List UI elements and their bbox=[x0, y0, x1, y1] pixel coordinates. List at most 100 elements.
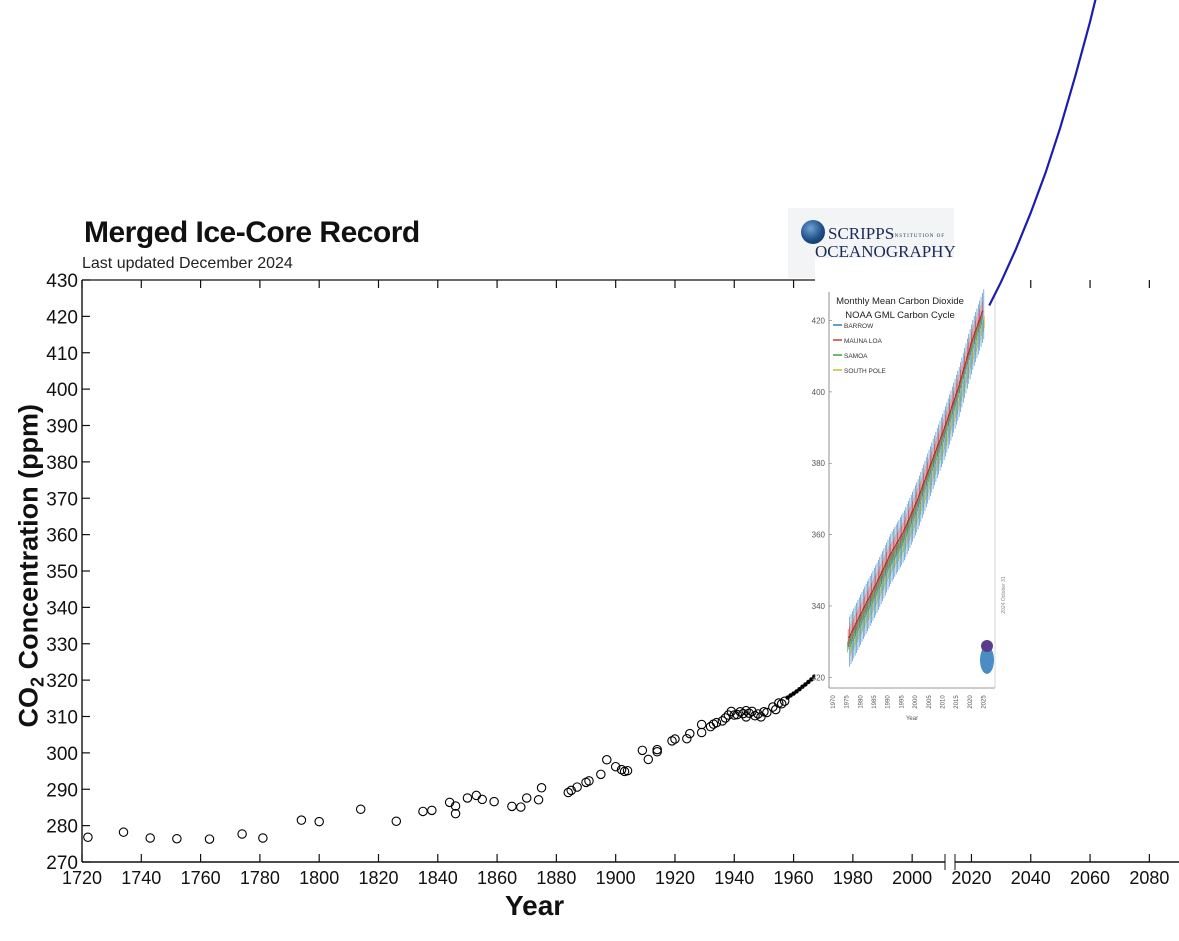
x-tick-label: 1940 bbox=[714, 868, 754, 888]
inset-title-line1: Monthly Mean Carbon Dioxide bbox=[836, 296, 964, 307]
inset-x-tick-label: 2005 bbox=[927, 695, 933, 709]
inset-y-tick-label: 360 bbox=[812, 531, 826, 540]
ice-core-point bbox=[717, 716, 728, 726]
ice-core-point bbox=[696, 719, 707, 730]
inset-x-label: Year bbox=[906, 716, 918, 722]
x-tick-label: 1780 bbox=[240, 868, 280, 888]
ice-core-point bbox=[652, 744, 662, 755]
ice-core-point bbox=[471, 790, 482, 801]
inset-y-tick-label: 380 bbox=[812, 459, 826, 468]
ice-core-point bbox=[536, 783, 547, 793]
inset-legend-label: MAUNA LOA bbox=[844, 338, 883, 345]
ice-core-point bbox=[670, 734, 680, 744]
inset-title-line2: NOAA GML Carbon Cycle bbox=[845, 310, 954, 321]
inset-x-tick-label: 1970 bbox=[831, 695, 837, 709]
logo-line1-small: INSTITUTION OF bbox=[892, 234, 946, 239]
y-tick-label: 300 bbox=[46, 744, 78, 765]
inset-x-tick-label: 2025 bbox=[982, 695, 988, 709]
ice-core-point bbox=[204, 834, 215, 844]
ice-core-point bbox=[462, 793, 473, 803]
x-tick-label: 1900 bbox=[596, 868, 636, 888]
ice-core-point bbox=[610, 761, 621, 772]
ice-core-point bbox=[696, 727, 707, 738]
x-tick-label: 2000 bbox=[892, 868, 932, 888]
inset-x-tick-label: 1980 bbox=[858, 695, 864, 709]
ice-core-point bbox=[418, 806, 428, 817]
ice-core-point bbox=[643, 754, 654, 765]
ice-core-point bbox=[682, 733, 692, 744]
inset-legend-label: SAMOA bbox=[844, 353, 868, 360]
ice-core-point bbox=[750, 711, 760, 721]
chart-subtitle: Last updated December 2024 bbox=[82, 255, 293, 272]
x-tick-label: 1920 bbox=[655, 868, 695, 888]
ice-core-point bbox=[477, 794, 488, 805]
ice-core-point bbox=[771, 704, 781, 715]
y-tick-label: 370 bbox=[46, 489, 78, 510]
y-tick-label: 400 bbox=[46, 380, 78, 401]
x-tick-label: 1820 bbox=[358, 868, 398, 888]
ice-core-point bbox=[741, 705, 751, 716]
y-tick-label: 320 bbox=[46, 671, 78, 692]
ice-core-point bbox=[738, 708, 748, 719]
firn-point bbox=[797, 687, 802, 692]
y-tick-label: 340 bbox=[46, 598, 78, 619]
inset-side-date: 2024 October 31 bbox=[1001, 576, 1007, 613]
ice-core-point bbox=[237, 829, 247, 839]
firn-point bbox=[806, 679, 811, 685]
y-tick-label: 290 bbox=[46, 780, 78, 801]
y-tick-label: 420 bbox=[46, 307, 78, 328]
ice-core-point bbox=[720, 713, 731, 723]
x-tick-label: 1860 bbox=[477, 868, 517, 888]
ice-core-point bbox=[391, 816, 402, 827]
firn-point bbox=[803, 682, 808, 687]
inset-y-tick-label: 400 bbox=[812, 388, 826, 397]
x-tick-label: 2080 bbox=[1129, 868, 1169, 888]
y-tick-label: 270 bbox=[46, 853, 78, 874]
x-tick-label: 2060 bbox=[1070, 868, 1110, 888]
inset-x-tick-label: 1985 bbox=[872, 695, 878, 709]
inset-x-tick-label: 2010 bbox=[940, 695, 946, 709]
x-tick-label: 1760 bbox=[181, 868, 221, 888]
logo-line2: OCEANOGRAPHY bbox=[815, 242, 956, 261]
ice-core-point bbox=[729, 710, 740, 720]
ice-core-point bbox=[602, 755, 612, 765]
firn-point bbox=[809, 677, 814, 682]
x-axis-label: Year bbox=[505, 890, 565, 921]
inset-x-tick-label: 1995 bbox=[899, 695, 905, 709]
ice-core-point bbox=[83, 832, 93, 843]
x-tick-label: 1980 bbox=[833, 868, 873, 888]
noaa-logo-icon bbox=[980, 646, 994, 674]
inset-y-tick-label: 420 bbox=[812, 317, 826, 326]
globe-icon bbox=[801, 220, 825, 244]
chart-title: Merged Ice-Core Record bbox=[84, 216, 420, 249]
ice-core-point bbox=[314, 816, 324, 827]
x-tick-label: 1740 bbox=[121, 868, 161, 888]
y-tick-label: 350 bbox=[46, 562, 78, 583]
ice-core-point bbox=[489, 796, 499, 807]
y-tick-label: 280 bbox=[46, 817, 78, 838]
projection-line bbox=[988, 0, 1097, 306]
ice-core-point bbox=[258, 833, 268, 843]
ice-core-point bbox=[516, 802, 526, 812]
x-tick-label: 1840 bbox=[418, 868, 458, 888]
x-tick-label: 2020 bbox=[951, 868, 991, 888]
inset-panel bbox=[815, 258, 995, 728]
ice-core-point bbox=[521, 793, 532, 803]
ice-core-point bbox=[145, 833, 155, 843]
inset-x-tick-label: 1990 bbox=[886, 695, 892, 709]
inset-x-tick-label: 2015 bbox=[954, 695, 960, 709]
inset-y-tick-label: 320 bbox=[812, 673, 826, 682]
inset-legend-label: BARROW bbox=[844, 323, 874, 330]
ice-core-point bbox=[685, 728, 695, 739]
ice-core-point bbox=[118, 827, 129, 837]
x-tick-label: 1880 bbox=[536, 868, 576, 888]
ice-core-point bbox=[533, 795, 544, 805]
y-tick-label: 380 bbox=[46, 453, 78, 474]
y-tick-label: 360 bbox=[46, 526, 78, 547]
ice-core-point bbox=[667, 736, 677, 746]
y-tick-label: 430 bbox=[46, 271, 78, 292]
inset-x-tick-label: 2000 bbox=[913, 695, 919, 709]
x-tick-label: 1960 bbox=[774, 868, 814, 888]
